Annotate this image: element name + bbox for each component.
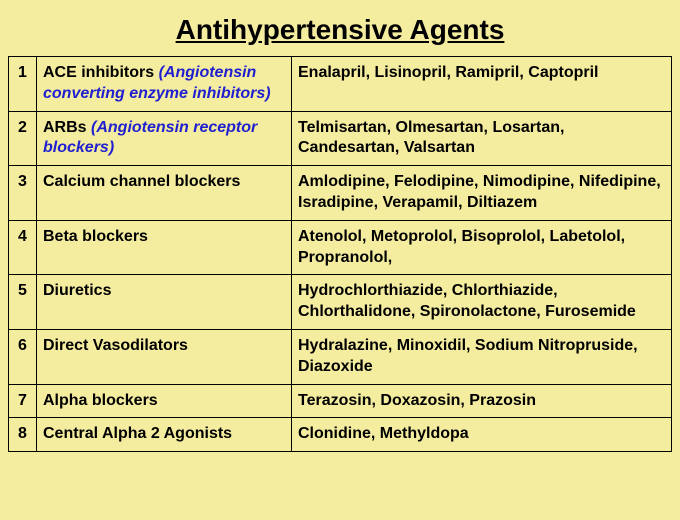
row-number: 6 [9, 329, 37, 384]
row-number: 1 [9, 57, 37, 112]
row-number: 2 [9, 111, 37, 166]
drug-class-cell: Beta blockers [37, 220, 292, 275]
drug-class-cell: Alpha blockers [37, 384, 292, 418]
row-number: 8 [9, 418, 37, 452]
drug-class-cell: Direct Vasodilators [37, 329, 292, 384]
table-row: 6 Direct Vasodilators Hydralazine, Minoxid… [9, 329, 672, 384]
drug-class-cell: ACE inhibitors (Angiotensin converting e… [37, 57, 292, 112]
table-row: 3 Calcium channel blockers Amlodipine, Fel… [9, 166, 672, 221]
drug-class-name: Calcium channel blockers [43, 173, 240, 190]
drug-examples: Enalapril, Lisinopril, Ramipril, Captopr… [292, 57, 672, 112]
table-row: 1ACE inhibitors (Angiotensin converting … [9, 57, 672, 112]
table-row: 7 Alpha blockers Terazosin, Doxazosin, Pra… [9, 384, 672, 418]
drug-class-cell: Central Alpha 2 Agonists [37, 418, 292, 452]
drug-class-name: ARBs [43, 119, 91, 136]
drug-examples: Hydralazine, Minoxidil, Sodium Nitroprus… [292, 329, 672, 384]
row-number: 4 [9, 220, 37, 275]
table-row: 5 Diuretics Hydrochlorthiazide, Chlorthiaz… [9, 275, 672, 330]
table-row: 4 Beta blockers Atenolol, Metoprolol, Biso… [9, 220, 672, 275]
drug-examples: Hydrochlorthiazide, Chlorthiazide, Chlor… [292, 275, 672, 330]
drug-class-cell: Calcium channel blockers [37, 166, 292, 221]
drug-class-cell: ARBs (Angiotensin receptor blockers) [37, 111, 292, 166]
drug-examples: Atenolol, Metoprolol, Bisoprolol, Labeto… [292, 220, 672, 275]
drug-class-name: Central Alpha 2 Agonists [43, 425, 232, 442]
table-row: 8 Central Alpha 2 Agonists Clonidine, Meth… [9, 418, 672, 452]
row-number: 5 [9, 275, 37, 330]
row-number: 3 [9, 166, 37, 221]
page-title: Antihypertensive Agents [8, 8, 672, 56]
drug-examples: Telmisartan, Olmesartan, Losartan, Cande… [292, 111, 672, 166]
drug-class-name: Beta blockers [43, 228, 148, 245]
drug-class-cell: Diuretics [37, 275, 292, 330]
row-number: 7 [9, 384, 37, 418]
drug-class-name: Direct Vasodilators [43, 337, 188, 354]
table-row: 2ARBs (Angiotensin receptor blockers)Tel… [9, 111, 672, 166]
drug-examples: Amlodipine, Felodipine, Nimodipine, Nife… [292, 166, 672, 221]
drug-examples: Clonidine, Methyldopa [292, 418, 672, 452]
drug-examples: Terazosin, Doxazosin, Prazosin [292, 384, 672, 418]
drug-class-name: ACE inhibitors [43, 64, 159, 81]
agents-table: 1ACE inhibitors (Angiotensin converting … [8, 56, 672, 452]
drug-class-name: Diuretics [43, 282, 111, 299]
drug-class-name: Alpha blockers [43, 392, 158, 409]
